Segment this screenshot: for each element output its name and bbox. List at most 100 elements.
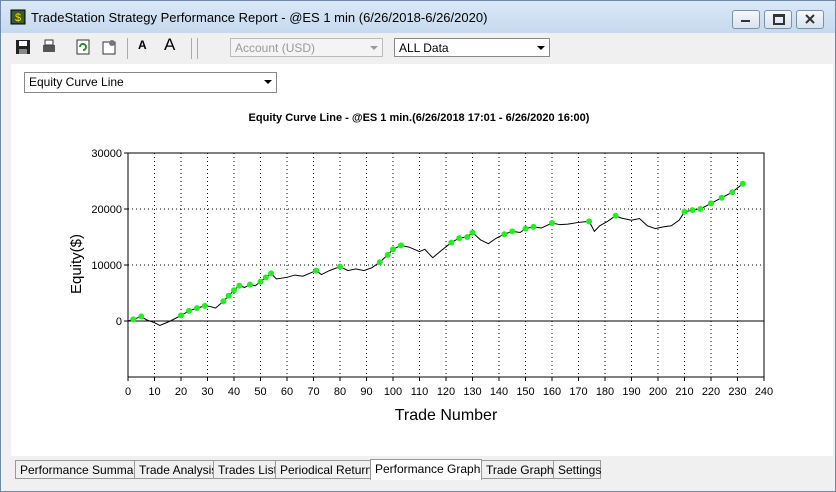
new-high-marker <box>337 263 343 270</box>
account-dropdown: Account (USD) <box>230 38 383 57</box>
separator <box>197 38 198 59</box>
new-high-marker <box>185 307 192 314</box>
x-axis-title: Trade Number <box>395 407 498 424</box>
new-high-marker <box>681 208 688 215</box>
settings-button[interactable] <box>101 39 117 55</box>
x-tick-label: 240 <box>755 386 773 398</box>
x-tick-label: 130 <box>463 386 481 398</box>
x-tick-label: 190 <box>622 386 640 398</box>
tab[interactable]: Trades List <box>213 460 277 479</box>
new-high-marker <box>397 242 404 249</box>
chart-title: Equity Curve Line - @ES 1 min.(6/26/2018… <box>249 112 590 124</box>
new-high-marker <box>708 200 714 207</box>
new-high-marker <box>718 194 725 201</box>
new-high-marker <box>178 312 184 319</box>
new-high-marker <box>586 218 593 225</box>
new-high-marker <box>246 281 253 288</box>
dropdown-arrow <box>537 46 545 50</box>
minimize-button[interactable] <box>732 10 760 29</box>
x-tick-label: 160 <box>543 386 561 398</box>
tab[interactable]: Performance Summary <box>15 460 143 479</box>
range-text: ALL Data <box>399 41 449 55</box>
font-smaller-button[interactable]: A <box>138 38 147 52</box>
new-high-marker <box>193 305 200 312</box>
app-icon: $ <box>10 9 26 25</box>
new-high-marker <box>469 229 476 236</box>
x-tick-label: 50 <box>254 386 266 398</box>
x-tick-label: 90 <box>360 386 372 398</box>
refresh-button[interactable] <box>75 39 91 55</box>
new-high-marker <box>201 302 208 309</box>
new-high-marker <box>130 316 137 323</box>
x-tick-label: 100 <box>384 386 402 398</box>
chart: Equity Curve Line - @ES 1 min.(6/26/2018… <box>68 112 773 424</box>
new-high-marker <box>501 231 508 238</box>
x-tick-label: 80 <box>334 386 346 398</box>
new-high-marker <box>376 259 383 266</box>
graph-selector-text: Equity Curve Line <box>29 75 124 89</box>
x-tick-label: 230 <box>728 386 746 398</box>
new-high-marker <box>729 189 736 196</box>
title-bar: $ TradeStation Strategy Performance Repo… <box>1 1 835 33</box>
new-high-marker <box>225 292 232 299</box>
new-high-marker <box>456 235 463 242</box>
new-high-marker <box>220 298 227 305</box>
tab[interactable]: Trade Graphs <box>481 460 560 479</box>
new-high-marker <box>530 223 537 230</box>
new-high-marker <box>390 246 396 253</box>
new-high-marker <box>268 270 275 277</box>
new-high-marker <box>464 234 471 240</box>
y-tick-label: 20000 <box>91 204 122 216</box>
new-high-marker <box>697 206 704 212</box>
new-high-marker <box>739 180 746 187</box>
new-high-marker <box>509 228 516 235</box>
new-high-marker <box>522 225 529 232</box>
tab[interactable]: Trade Analysis <box>134 460 217 479</box>
y-tick-label: 0 <box>116 316 122 328</box>
x-tick-label: 180 <box>596 386 614 398</box>
x-tick-label: 200 <box>649 386 667 398</box>
y-tick-label: 30000 <box>91 148 122 160</box>
new-high-marker <box>448 239 455 246</box>
dropdown-arrow <box>370 46 378 50</box>
x-tick-label: 70 <box>307 386 319 398</box>
close-button[interactable] <box>796 10 824 29</box>
x-tick-label: 10 <box>148 386 160 398</box>
svg-text:$: $ <box>15 12 21 24</box>
x-tick-label: 30 <box>201 386 213 398</box>
new-high-marker <box>384 251 391 258</box>
x-tick-label: 220 <box>702 386 720 398</box>
new-high-marker <box>138 313 145 320</box>
new-high-marker <box>257 278 264 285</box>
graph-selector[interactable]: Equity Curve Line <box>24 72 277 93</box>
x-tick-label: 140 <box>490 386 508 398</box>
x-tick-label: 0 <box>125 386 131 398</box>
y-tick-label: 10000 <box>91 260 122 272</box>
tab[interactable]: Performance Graphs <box>370 459 486 480</box>
new-high-marker <box>612 212 619 219</box>
maximize-button[interactable] <box>764 10 792 29</box>
window-title: TradeStation Strategy Performance Report… <box>31 10 488 25</box>
new-high-marker <box>689 207 696 214</box>
tab[interactable]: Periodical Returns <box>275 460 378 479</box>
equity-line <box>127 183 744 327</box>
print-button[interactable] <box>41 39 57 55</box>
x-tick-label: 110 <box>411 386 429 398</box>
font-larger-button[interactable]: A <box>164 35 176 54</box>
x-tick-label: 150 <box>516 386 534 398</box>
y-axis-title: Equity($) <box>68 234 85 294</box>
toolbar: A A Account (USD) ALL Data <box>1 34 835 63</box>
x-tick-label: 170 <box>569 386 587 398</box>
new-high-marker <box>262 274 269 281</box>
x-tick-label: 60 <box>281 386 293 398</box>
range-dropdown[interactable]: ALL Data <box>394 38 550 57</box>
x-tick-label: 40 <box>228 386 240 398</box>
new-high-marker <box>236 282 243 289</box>
save-button[interactable] <box>15 39 31 55</box>
x-tick-label: 20 <box>175 386 187 398</box>
separator <box>191 38 192 59</box>
account-text: Account (USD) <box>235 41 316 55</box>
tab[interactable]: Settings <box>553 460 601 479</box>
separator <box>127 38 128 59</box>
